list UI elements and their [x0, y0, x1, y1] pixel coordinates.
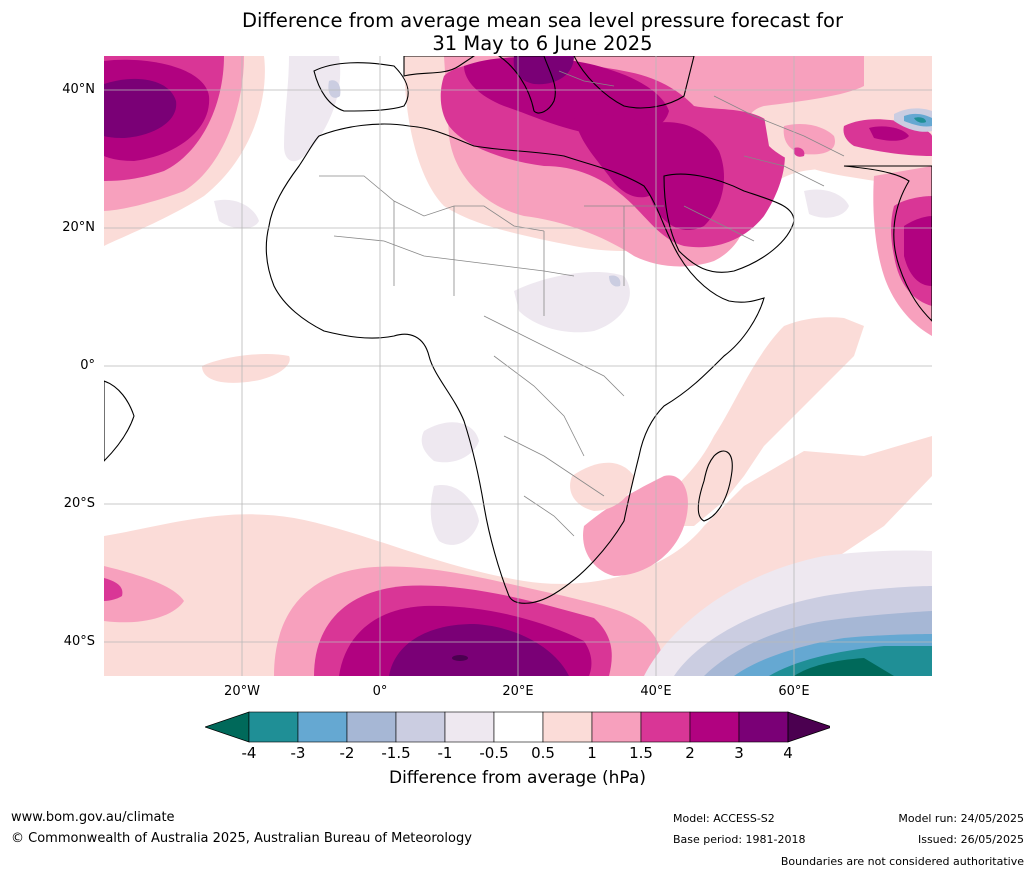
small-negative-patches [214, 56, 849, 545]
colorbar-tick-label: 1 [587, 744, 597, 762]
colorbar-cell [444, 711, 495, 743]
lon-label-60e: 60°E [778, 684, 810, 699]
colorbar-tick-label: 2 [685, 744, 695, 762]
coastlines [104, 56, 932, 604]
colorbar-cell [346, 711, 397, 743]
colorbar-cell [738, 711, 789, 743]
colorbar-cell [689, 711, 740, 743]
colorbar-tick-label: 3 [734, 744, 744, 762]
lon-label-20e: 20°E [502, 684, 534, 699]
pressure-anomaly-map [104, 56, 932, 676]
lon-label-0: 0° [372, 684, 388, 699]
colorbar-tick-label: 1.5 [629, 744, 653, 762]
lat-label-40s: 40°S [63, 634, 95, 649]
colorbar-tick-label: -3 [290, 744, 306, 762]
lon-label-20w: 20°W [224, 684, 260, 699]
colorbar-cell [248, 711, 299, 743]
graticule [104, 56, 932, 676]
lat-label-40n: 40°N [62, 82, 95, 97]
colorbar-cell [297, 711, 348, 743]
lat-label-0: 0° [80, 358, 95, 373]
colorbar-cell [395, 711, 446, 743]
colorbar-tick-label: -0.5 [479, 744, 509, 762]
colorbar-extend-high [787, 711, 830, 743]
footer-boundaries: Boundaries are not considered authoritat… [780, 855, 1024, 868]
colorbar-tick-label: 4 [783, 744, 793, 762]
colorbar-tick-label: -2 [339, 744, 355, 762]
map-title-line1: Difference from average mean sea level p… [242, 9, 843, 32]
footer-url: www.bom.gov.au/climate [11, 810, 175, 825]
colorbar-tick-label: -1 [437, 744, 453, 762]
colorbar-extend-low [205, 711, 250, 743]
footer-copyright: © Commonwealth of Australia 2025, Austra… [11, 831, 472, 846]
colorbar-tick-label: -1.5 [381, 744, 411, 762]
lat-label-20s: 20°S [63, 496, 95, 511]
map-title-line2: 31 May to 6 June 2025 [432, 32, 653, 55]
footer-model: Model: ACCESS-S2 [673, 812, 775, 825]
lon-label-40e: 40°E [640, 684, 672, 699]
colorbar-cell [542, 711, 593, 743]
colorbar [205, 711, 830, 743]
colorbar-label: Difference from average (hPa) [389, 768, 646, 788]
country-borders [319, 70, 845, 537]
colorbar-cell [493, 711, 544, 743]
south-east-negative-anomaly [644, 550, 932, 676]
colorbar-tick-label: -4 [241, 744, 257, 762]
colorbar-cell [640, 711, 691, 743]
atlantic-positive-anomaly [104, 56, 265, 246]
footer-model-run: Model run: 24/05/2025 [898, 812, 1024, 825]
footer-base-period: Base period: 1981-2018 [673, 833, 806, 846]
footer-issued: Issued: 26/05/2025 [917, 833, 1024, 846]
colorbar-tick-label: 0.5 [531, 744, 555, 762]
lat-label-20n: 20°N [62, 220, 95, 235]
colorbar-cell [591, 711, 642, 743]
